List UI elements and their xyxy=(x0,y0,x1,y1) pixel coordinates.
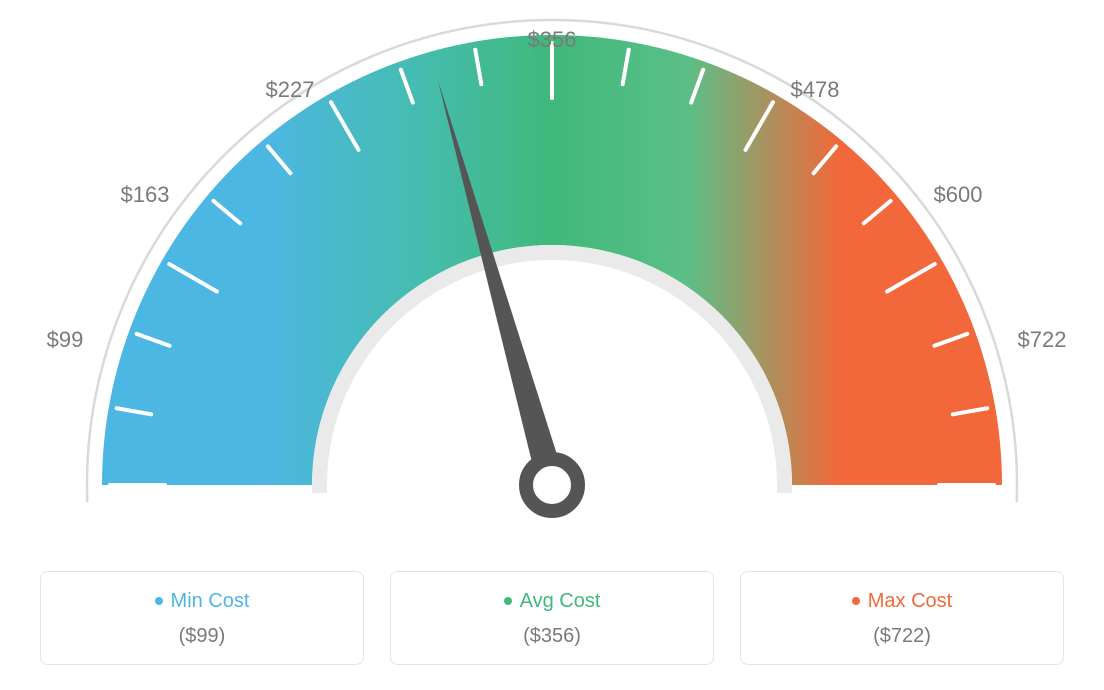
legend-dot-max xyxy=(852,597,860,605)
legend-label-min: Min Cost xyxy=(171,590,250,612)
legend-dot-min xyxy=(155,597,163,605)
legend-card-avg: Avg Cost ($356) xyxy=(390,571,714,665)
legend-title-min: Min Cost xyxy=(51,590,353,613)
legend-value-avg: ($356) xyxy=(401,625,703,648)
legend-value-max: ($722) xyxy=(751,625,1053,648)
legend-card-max: Max Cost ($722) xyxy=(740,571,1064,665)
legend-dot-avg xyxy=(504,597,512,605)
legend-label-max: Max Cost xyxy=(868,590,952,612)
tick-label: $478 xyxy=(791,77,840,103)
legend-card-min: Min Cost ($99) xyxy=(40,571,364,665)
tick-label: $99 xyxy=(47,327,84,353)
legend-value-min: ($99) xyxy=(51,625,353,648)
legend-label-avg: Avg Cost xyxy=(520,590,601,612)
tick-label: $227 xyxy=(266,77,315,103)
gauge-wrap: $99 $163 $227 $356 $478 $600 $722 xyxy=(0,0,1104,560)
legend-title-avg: Avg Cost xyxy=(401,590,703,613)
tick-label: $600 xyxy=(934,182,983,208)
tick-label: $356 xyxy=(528,27,577,53)
legend-row: Min Cost ($99) Avg Cost ($356) Max Cost … xyxy=(40,571,1064,665)
legend-title-max: Max Cost xyxy=(751,590,1053,613)
tick-label: $722 xyxy=(1018,327,1067,353)
tick-label: $163 xyxy=(121,182,170,208)
gauge-svg xyxy=(0,0,1104,560)
gauge-chart-container: $99 $163 $227 $356 $478 $600 $722 Min Cost ($9… xyxy=(0,0,1104,690)
